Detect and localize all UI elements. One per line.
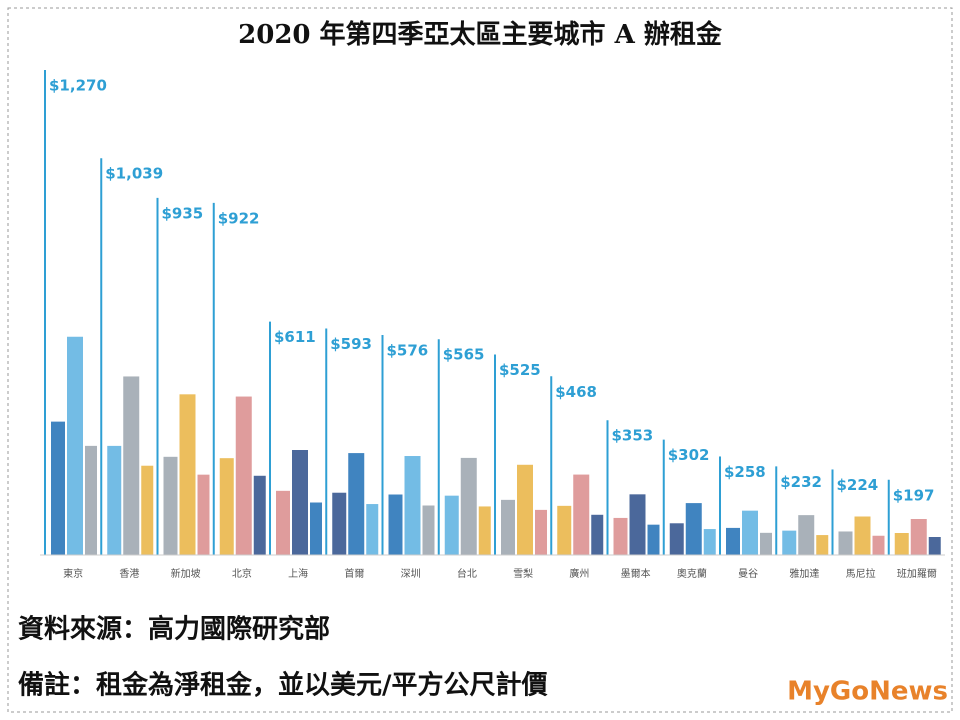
building-illustration (235, 396, 252, 555)
building-illustration (197, 474, 210, 555)
building-illustration (348, 453, 365, 555)
building-illustration (332, 492, 347, 555)
building-illustration (726, 527, 740, 555)
building-illustration (388, 494, 403, 555)
building-illustration (647, 524, 660, 555)
x-tick-label: 馬尼拉 (846, 567, 876, 580)
watermark: MyGoNews (787, 677, 948, 707)
building-illustration (928, 537, 941, 555)
building-illustration (854, 516, 871, 555)
building-illustration (85, 445, 97, 555)
building-illustration (444, 495, 459, 555)
building-illustration (366, 504, 379, 555)
building-illustration (107, 445, 122, 555)
building-illustration (613, 517, 628, 555)
frame (7, 7, 953, 713)
building-illustration (703, 529, 716, 555)
building-illustration (67, 336, 83, 555)
building-illustration (179, 394, 196, 555)
x-tick-label: 北京 (232, 567, 252, 580)
x-tick-label: 雅加達 (789, 567, 819, 580)
building-illustration (535, 509, 547, 555)
building-illustration (163, 456, 178, 555)
value-label: $258 (724, 463, 766, 481)
building-illustration (798, 515, 815, 555)
building-illustration (760, 532, 772, 555)
x-tick-label: 班加羅爾 (897, 568, 937, 580)
building-illustration (219, 458, 234, 555)
building-illustration (782, 530, 797, 555)
x-tick-label: 東京 (63, 567, 83, 580)
x-tick-label: 墨爾本 (621, 567, 651, 580)
building-illustration (517, 464, 533, 555)
building-illustration (460, 457, 477, 555)
building-illustration (422, 505, 435, 555)
building-illustration (404, 456, 421, 555)
x-tick-label: 上海 (288, 567, 308, 580)
building-illustration (872, 535, 885, 555)
value-label: $593 (330, 335, 372, 353)
value-label: $935 (162, 204, 204, 222)
value-label: $1,039 (105, 165, 163, 183)
x-tick-label: 曼谷 (738, 568, 758, 580)
value-label: $576 (387, 342, 429, 360)
source-note: 資料來源：高力國際研究部 (18, 614, 330, 645)
value-label: $302 (668, 446, 710, 464)
x-tick-label: 奧克蘭 (677, 567, 707, 580)
building-illustration (629, 494, 646, 555)
building-illustration (685, 503, 702, 555)
x-tick-label: 深圳 (401, 568, 421, 580)
value-label: $565 (443, 346, 485, 364)
value-label: $197 (893, 486, 935, 504)
building-illustration (816, 535, 829, 555)
building-illustration (123, 376, 140, 555)
chart-title: 2020 年第四季亞太區主要城市 A 辦租金 (238, 19, 723, 50)
x-tick-label: 香港 (119, 568, 139, 580)
building-illustration (742, 510, 758, 555)
building-illustration (310, 502, 322, 555)
x-tick-label: 首爾 (344, 567, 364, 580)
value-label: $468 (555, 383, 597, 401)
building-illustration (292, 449, 308, 555)
value-label: $232 (780, 473, 822, 491)
building-illustration (253, 475, 266, 555)
building-illustration (501, 499, 515, 555)
value-label: $224 (837, 476, 879, 494)
value-label: $611 (274, 328, 316, 346)
x-tick-label: 廣州 (569, 567, 589, 580)
building-illustration (276, 490, 290, 555)
building-illustration (838, 531, 853, 555)
building-illustration (910, 519, 927, 555)
building-illustration (141, 465, 154, 555)
value-label: $922 (218, 209, 260, 227)
building-illustration (591, 514, 604, 555)
value-label: $353 (612, 427, 654, 445)
value-label: $1,270 (49, 77, 107, 95)
x-tick-label: 新加坡 (171, 567, 201, 580)
building-illustration (478, 506, 491, 555)
building-illustration (669, 523, 684, 555)
remark-note: 備註：租金為淨租金，並以美元/平方公尺計價 (18, 670, 548, 701)
x-tick-label: 台北 (457, 567, 477, 580)
building-illustration (894, 533, 909, 555)
building-illustration (51, 421, 65, 555)
building-illustration (573, 474, 590, 555)
x-tick-label: 雪梨 (513, 567, 533, 580)
value-label: $525 (499, 361, 541, 379)
building-illustration (557, 505, 572, 555)
